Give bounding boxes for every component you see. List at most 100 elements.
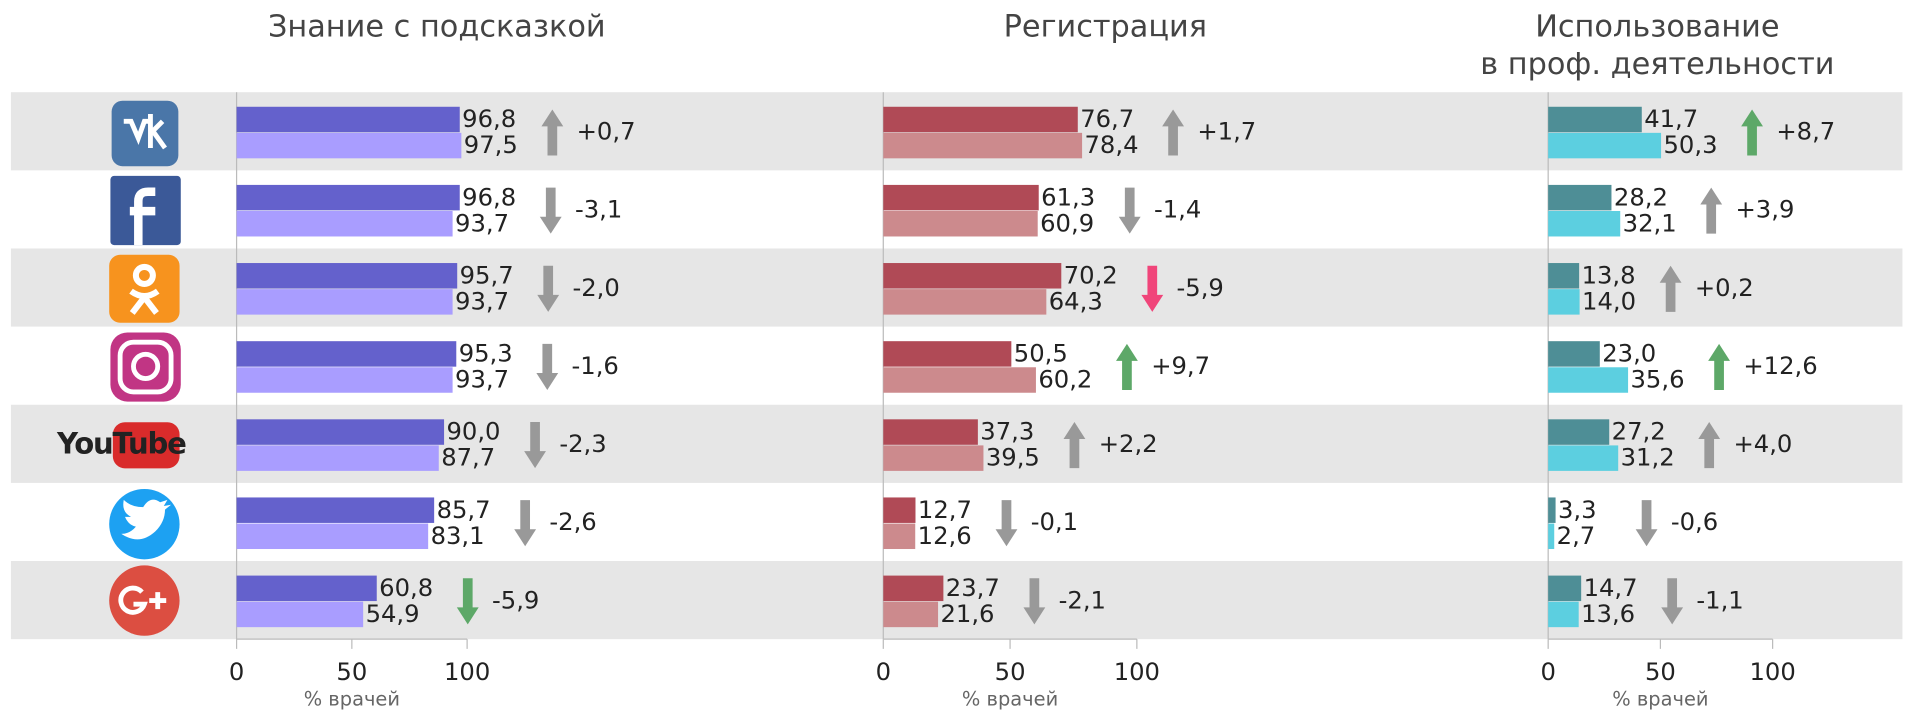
change-arrow — [456, 578, 479, 625]
change-label: -2,3 — [559, 429, 606, 458]
change-arrow — [1635, 500, 1658, 547]
yt-logo-text: YouTube — [56, 426, 186, 460]
bar — [1548, 419, 1610, 445]
value-label: 93,7 — [455, 208, 509, 237]
ig-glyph — [117, 339, 174, 395]
change-arrow — [524, 421, 546, 469]
chart-title: Знание с подсказкой — [268, 9, 606, 44]
bar — [1548, 184, 1612, 211]
icons: YouTube — [56, 100, 187, 636]
change-label: -2,6 — [549, 507, 596, 536]
bar — [883, 367, 1036, 393]
x-axis-label: % врачей — [962, 687, 1058, 710]
bar — [1548, 132, 1662, 159]
value-label: 83,1 — [431, 521, 485, 550]
x-tick-label: 100 — [1749, 657, 1795, 686]
bar — [1548, 497, 1556, 523]
bar — [1548, 106, 1642, 133]
change-label: +0,7 — [577, 116, 636, 145]
change-label: +0,2 — [1695, 273, 1754, 302]
bar — [883, 289, 1047, 315]
change-arrow — [1741, 109, 1763, 156]
change-arrow — [1023, 578, 1046, 625]
change-arrow — [536, 343, 559, 390]
ok-glyph — [132, 263, 156, 287]
bar — [1548, 263, 1580, 289]
change-label: -0,6 — [1671, 507, 1718, 536]
gplus-icon — [109, 565, 180, 636]
yt-icon — [112, 422, 180, 469]
change-arrow — [514, 500, 537, 547]
value-label: 93,7 — [455, 286, 509, 315]
bar — [1548, 601, 1579, 628]
bar — [883, 106, 1078, 133]
x-axis-label: % врачей — [304, 687, 400, 710]
bar — [236, 523, 429, 550]
value-label: 14,0 — [1582, 286, 1636, 315]
bar — [1548, 575, 1582, 602]
change-label: -1,1 — [1696, 585, 1743, 614]
change-arrow — [1141, 265, 1164, 312]
value-label: 2,7 — [1557, 521, 1596, 550]
bar — [883, 523, 916, 550]
value-label: 76,7 — [1080, 104, 1134, 133]
value-label: 64,3 — [1049, 286, 1103, 315]
value-label: 3,3 — [1558, 495, 1597, 524]
bar — [236, 367, 453, 393]
change-arrow — [1708, 343, 1730, 390]
value-label: 87,7 — [441, 443, 495, 472]
value-label: 50,3 — [1664, 130, 1718, 159]
change-label: -5,9 — [492, 585, 539, 614]
change-label: +4,0 — [1733, 429, 1792, 458]
value-label: 60,2 — [1038, 365, 1092, 394]
bar — [236, 210, 453, 237]
bar — [883, 132, 1083, 159]
change-arrow — [541, 109, 564, 156]
bar — [236, 419, 445, 445]
value-label: 23,0 — [1602, 339, 1656, 368]
x-tick-label: 0 — [876, 657, 891, 686]
value-label: 60,8 — [379, 573, 433, 602]
bar — [1548, 367, 1629, 393]
x-axis-label: % врачей — [1612, 687, 1708, 710]
bar — [236, 601, 364, 628]
vk-icon — [111, 100, 179, 167]
change-label: -5,9 — [1177, 273, 1224, 302]
gplus-glyph — [118, 585, 167, 615]
change-arrow — [1698, 421, 1721, 469]
change-label: +8,7 — [1776, 116, 1835, 145]
value-label: 96,8 — [462, 182, 516, 211]
x-tick-label: 100 — [444, 657, 490, 686]
bar — [236, 445, 439, 471]
value-label: 50,5 — [1014, 339, 1068, 368]
value-label: 13,6 — [1581, 599, 1635, 628]
change-label: +9,7 — [1151, 351, 1210, 380]
bar — [236, 289, 453, 315]
change-arrow — [1162, 109, 1185, 156]
x-tick-label: 50 — [336, 657, 367, 686]
change-arrow — [1116, 343, 1138, 390]
bar — [1548, 289, 1580, 315]
change-arrow — [539, 187, 562, 234]
bar — [883, 184, 1039, 211]
value-label: 85,7 — [437, 495, 491, 524]
ok-glyph — [129, 288, 160, 315]
ig-glyph — [131, 351, 161, 381]
change-arrow — [1063, 421, 1086, 469]
bar — [883, 263, 1062, 289]
x-tick-label: 50 — [995, 657, 1026, 686]
canvas: YouTube Знание с подсказкой 0 50 100 % враче… — [10, 9, 1903, 710]
bar — [236, 263, 458, 289]
value-label: 54,9 — [366, 599, 420, 628]
change-arrow — [537, 265, 560, 312]
value-label: 23,7 — [946, 573, 1000, 602]
ok-icon — [109, 254, 180, 323]
value-label: 93,7 — [455, 365, 509, 394]
change-label: -1,4 — [1154, 195, 1201, 224]
value-label: 95,7 — [460, 260, 514, 289]
value-label: 70,2 — [1064, 260, 1118, 289]
bar — [1548, 445, 1619, 471]
chart-title: Регистрация — [1004, 9, 1207, 44]
x-tick-label: 100 — [1114, 657, 1160, 686]
change-label: -2,1 — [1059, 585, 1106, 614]
